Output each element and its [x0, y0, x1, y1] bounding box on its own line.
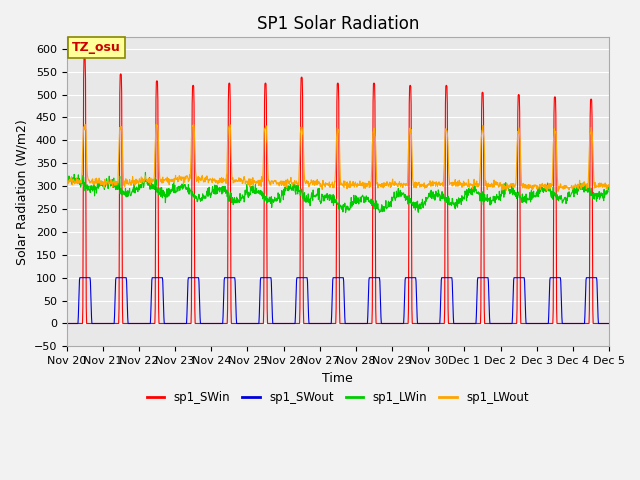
sp1_LWout: [244, 181, 252, 187]
sp1_LWin: [605, 186, 613, 192]
sp1_SWin: [63, 321, 70, 326]
sp1_SWout: [422, 321, 430, 326]
sp1_SWin: [422, 321, 430, 326]
Line: sp1_LWin: sp1_LWin: [67, 172, 609, 213]
sp1_LWin: [493, 194, 501, 200]
Title: SP1 Solar Radiation: SP1 Solar Radiation: [257, 15, 419, 33]
sp1_SWout: [76, 275, 84, 281]
sp1_SWout: [63, 321, 70, 326]
sp1_LWin: [141, 169, 149, 175]
Line: sp1_SWin: sp1_SWin: [67, 58, 609, 324]
Y-axis label: Solar Radiation (W/m2): Solar Radiation (W/m2): [15, 119, 28, 265]
sp1_SWin: [184, 321, 191, 326]
sp1_LWout: [605, 183, 613, 189]
sp1_SWin: [81, 55, 88, 61]
Line: sp1_LWout: sp1_LWout: [67, 124, 609, 192]
sp1_LWout: [422, 182, 430, 188]
sp1_LWout: [152, 121, 160, 127]
sp1_SWout: [493, 321, 501, 326]
Line: sp1_SWout: sp1_SWout: [67, 278, 609, 324]
sp1_LWin: [423, 195, 431, 201]
sp1_LWout: [493, 182, 501, 188]
sp1_SWout: [184, 289, 191, 295]
sp1_LWout: [554, 189, 562, 194]
sp1_LWout: [184, 175, 191, 180]
sp1_LWin: [342, 210, 349, 216]
sp1_SWout: [605, 321, 613, 326]
sp1_LWout: [171, 179, 179, 184]
sp1_SWin: [171, 321, 179, 326]
sp1_LWout: [541, 181, 548, 187]
sp1_SWout: [171, 321, 179, 326]
sp1_SWin: [541, 321, 548, 326]
sp1_SWin: [493, 321, 501, 326]
sp1_SWin: [244, 321, 252, 326]
X-axis label: Time: Time: [323, 372, 353, 384]
sp1_SWout: [541, 321, 548, 326]
sp1_LWin: [171, 185, 179, 191]
Legend: sp1_SWin, sp1_SWout, sp1_LWin, sp1_LWout: sp1_SWin, sp1_SWout, sp1_LWin, sp1_LWout: [142, 386, 534, 408]
sp1_SWin: [605, 321, 613, 326]
sp1_LWin: [184, 185, 191, 191]
sp1_LWin: [244, 194, 252, 200]
sp1_LWin: [63, 178, 70, 184]
sp1_LWin: [541, 183, 549, 189]
Text: TZ_osu: TZ_osu: [72, 41, 121, 54]
sp1_LWout: [63, 178, 70, 183]
sp1_SWout: [244, 321, 252, 326]
